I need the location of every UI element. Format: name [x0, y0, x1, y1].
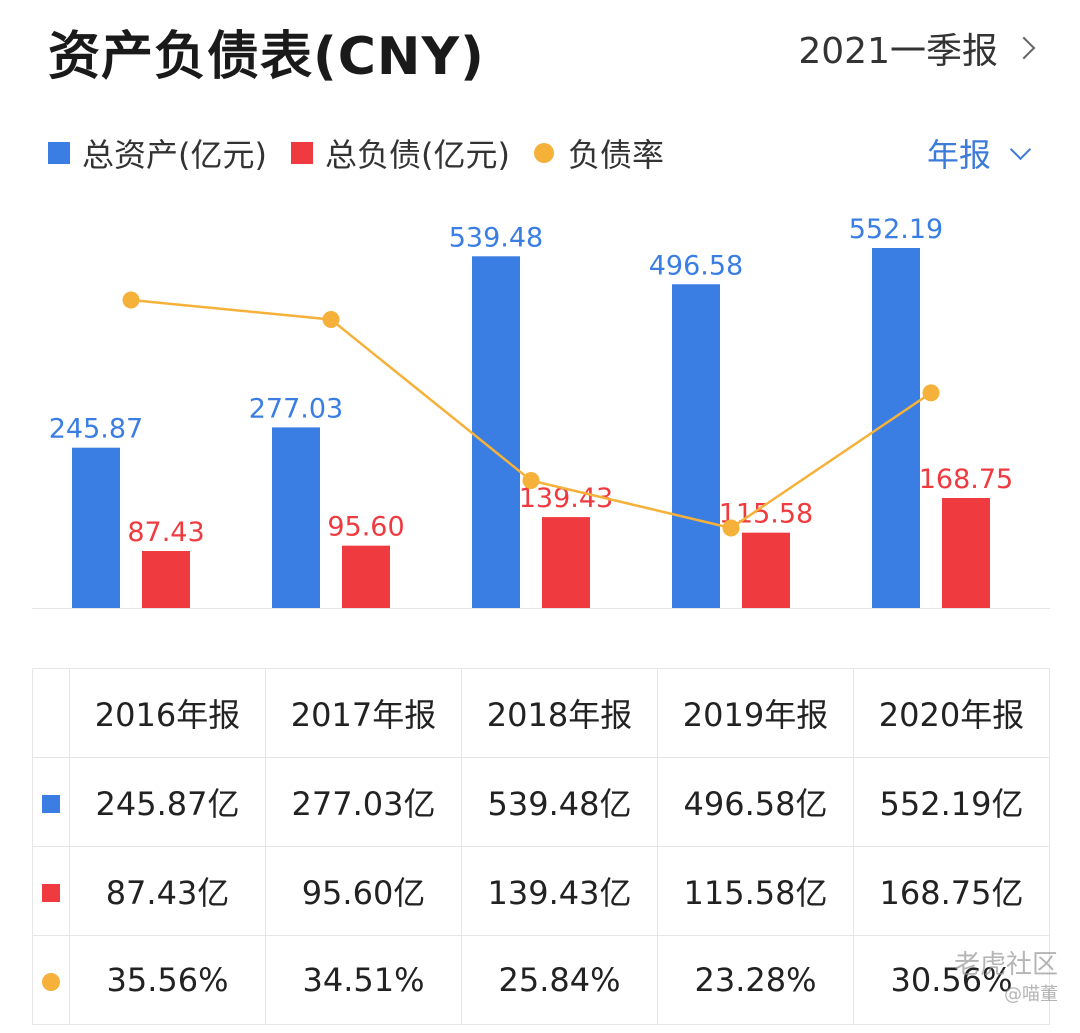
legend-item-assets[interactable]: 总资产(亿元) — [48, 130, 267, 176]
ratio-point — [722, 519, 740, 537]
ratio-point — [922, 384, 940, 402]
legend-item-liabilities[interactable]: 总负债(亿元) — [290, 130, 510, 176]
ratio-point — [522, 471, 540, 489]
table-row-liabilities: 87.43亿 95.60亿 139.43亿 115.58亿 168.75亿 — [32, 846, 1050, 936]
table-cell: 95.60亿 — [265, 846, 462, 936]
bar-liabilities — [742, 532, 790, 608]
bar-label-assets: 245.87 — [49, 414, 143, 445]
legend-liabilities-label: 总负债(亿元) — [324, 136, 510, 174]
report-type-label: 年报 — [926, 136, 991, 174]
watermark-brand: 老虎社区 — [953, 950, 1058, 980]
table-cell: 168.75亿 — [853, 846, 1050, 936]
table-row-assets: 245.87亿 277.03亿 539.48亿 496.58亿 552.19亿 — [32, 757, 1050, 847]
page-title: 资产负债表(CNY) — [48, 27, 485, 87]
table-cell: 139.43亿 — [461, 846, 658, 936]
liabilities-swatch — [290, 142, 313, 164]
table-cell: 35.56% — [69, 935, 266, 1025]
bar-label-liabilities: 87.43 — [127, 517, 204, 548]
bar-liabilities — [342, 545, 390, 608]
bar-label-assets: 277.03 — [249, 393, 343, 424]
table-cell: 496.58亿 — [657, 757, 854, 847]
table-header-row: 2016年报 2017年报 2018年报 2019年报 2020年报 — [32, 668, 1050, 758]
table-cell: 34.51% — [265, 935, 462, 1025]
bar-assets — [672, 284, 720, 608]
legend-assets-label: 总资产(亿元) — [82, 136, 267, 174]
watermark: 老虎社区 @喵董 — [954, 950, 1058, 1010]
bar-liabilities — [142, 551, 190, 608]
bar-label-assets: 539.48 — [449, 222, 543, 253]
period-selector[interactable]: 2021一季报 — [798, 22, 1036, 74]
ratio-marker — [42, 973, 60, 991]
row-marker-cell — [32, 935, 70, 1025]
bar-liabilities — [942, 497, 990, 608]
bar-assets — [72, 447, 120, 608]
table-cell: 23.28% — [657, 935, 854, 1025]
bar-label-assets: 496.58 — [649, 250, 743, 281]
table-cell: 539.48亿 — [461, 757, 658, 847]
table-cell: 552.19亿 — [853, 757, 1050, 847]
row-marker-cell — [32, 757, 70, 847]
table-header-cell: 2020年报 — [853, 668, 1050, 758]
assets-swatch — [48, 142, 70, 164]
legend-item-ratio[interactable]: 负债率 — [533, 130, 664, 176]
watermark-author: @喵董 — [1004, 984, 1058, 1005]
table-header-cell: 2019年报 — [657, 668, 854, 758]
table-cell: 115.58亿 — [657, 846, 854, 936]
table-header-cell: 2017年报 — [265, 668, 462, 758]
balance-sheet-chart: 245.8787.43277.0395.60539.48139.43496.58… — [32, 214, 1050, 609]
period-label: 2021一季报 — [798, 31, 998, 72]
ratio-point — [122, 291, 140, 309]
table-cell: 245.87亿 — [69, 757, 266, 847]
corner-cell — [32, 668, 70, 758]
ratio-swatch — [533, 143, 554, 163]
bar-label-assets: 552.19 — [849, 214, 943, 245]
table-row-ratio: 35.56% 34.51% 25.84% 23.28% 30.56% — [32, 935, 1050, 1025]
table-cell: 87.43亿 — [69, 846, 266, 936]
table-header-cell: 2016年报 — [69, 668, 266, 758]
bar-label-liabilities: 168.75 — [919, 464, 1013, 495]
table-cell: 25.84% — [461, 935, 658, 1025]
legend-ratio-label: 负债率 — [567, 136, 664, 174]
bar-assets — [472, 256, 520, 608]
ratio-point — [322, 310, 340, 328]
row-marker-cell — [32, 846, 70, 936]
table-header-cell: 2018年报 — [461, 668, 658, 758]
bar-liabilities — [542, 517, 590, 608]
data-table: 2016年报 2017年报 2018年报 2019年报 2020年报 245.8… — [32, 668, 1050, 1025]
bar-assets — [272, 427, 320, 608]
bar-label-liabilities: 95.60 — [327, 512, 404, 543]
table-cell: 277.03亿 — [265, 757, 462, 847]
report-type-dropdown[interactable]: 年报 — [926, 130, 1032, 176]
assets-marker — [42, 795, 60, 813]
liabilities-marker — [42, 884, 60, 902]
table-cell: 30.56% — [853, 935, 1050, 1025]
chart-legend: 总资产(亿元) 总负债(亿元) 负债率 — [48, 130, 688, 176]
